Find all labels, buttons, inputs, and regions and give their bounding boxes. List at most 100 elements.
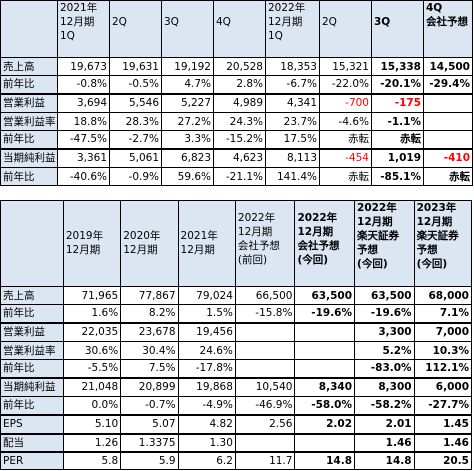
- row-label: 営業利益: [0, 92, 58, 113]
- table-cell: [234, 359, 296, 378]
- table-cell: 1.46: [354, 432, 415, 452]
- table2-body: 売上高 71,965 77,867 79,024 66,500 63,500 63,500 6…: [0, 286, 473, 470]
- table-cell: 66,500: [234, 286, 296, 305]
- table-cell: 19,868: [177, 376, 236, 397]
- table-row: 前年比 -40.6% -0.9% 59.6% -21.1% 141.4% 赤転 -85.1% 赤…: [0, 167, 473, 186]
- table-cell: 1.5%: [177, 304, 236, 323]
- table2-header-2022-company-prev: 2022年 12月期 会社予想 (前回): [234, 200, 296, 287]
- table1-header-corner: [0, 0, 58, 58]
- table-cell: 3,694: [57, 92, 110, 113]
- table1-body: 売上高 19,673 19,631 19,192 20,528 18,353 15,321 1…: [0, 57, 473, 186]
- table-cell: -58.2%: [354, 396, 415, 415]
- table-cell: 14.8: [354, 450, 415, 470]
- table-cell: -29.4%: [423, 75, 473, 94]
- table-cell: 0.0%: [62, 396, 122, 415]
- table-cell: 6,000: [413, 376, 473, 397]
- table-cell: -22.0%: [319, 75, 372, 94]
- table-cell: [294, 432, 356, 452]
- table-cell: 3.3%: [161, 130, 214, 149]
- table-cell: -83.0%: [354, 359, 415, 378]
- table-row: EPS 5.10 5.07 4.82 2.56 2.02 2.01 1.45: [0, 413, 473, 434]
- table-cell: 24.6%: [177, 341, 236, 360]
- table-cell: -58.0%: [294, 396, 356, 415]
- table-row: 前年比 -0.8% -0.5% 4.7% 2.8% -6.7% -22.0% -20.1% -2…: [0, 75, 473, 94]
- table-row: 前年比 0.0% -0.7% -4.9% -46.9% -58.0% -58.2% -27.7…: [0, 396, 473, 415]
- table-cell: 23,678: [120, 321, 179, 342]
- table-cell: 112.1%: [413, 359, 473, 378]
- table2-header-corner: [0, 200, 64, 287]
- table1-header-2022-4q-forecast: 4Q 会社予想: [423, 0, 473, 58]
- annual-results-table: 2019年 12月期 2020年 12月期 2021年 12月期 2022年 12月期会…: [0, 200, 473, 470]
- table-cell: 赤転: [371, 130, 424, 149]
- table-row: 配当 1.26 1.3375 1.30 1.46 1.46: [0, 432, 473, 452]
- table-cell: 10.3%: [413, 341, 473, 360]
- row-label: 営業利益率: [0, 112, 58, 131]
- table-cell: 7.5%: [120, 359, 179, 378]
- row-label: 当期純利益: [0, 147, 58, 168]
- table-cell: 5.2%: [354, 341, 415, 360]
- table-cell: 15,338: [371, 57, 424, 76]
- table-cell: [234, 432, 296, 452]
- table1-header-2022-1q: 2022年 12月期 1Q: [265, 0, 320, 58]
- row-label: 営業利益: [0, 321, 64, 342]
- row-label: 当期純利益: [0, 376, 64, 397]
- table-cell: 19,456: [177, 321, 236, 342]
- table-cell: 63,500: [354, 286, 415, 305]
- table-cell: 5,227: [161, 92, 214, 113]
- table-row: 営業利益 22,035 23,678 19,456 3,300 7,000: [0, 321, 473, 342]
- table-cell: 63,500: [294, 286, 356, 305]
- table-cell: -46.9%: [234, 396, 296, 415]
- table-cell: 1.26: [62, 432, 122, 452]
- table2-header-2021: 2021年 12月期: [177, 200, 236, 287]
- table-cell: -15.2%: [213, 130, 266, 149]
- table-cell: 2.8%: [213, 75, 266, 94]
- row-label: 前年比: [0, 130, 58, 149]
- table-cell: -4.6%: [319, 112, 372, 131]
- table-cell: 30.4%: [120, 341, 179, 360]
- table-cell: 18.8%: [57, 112, 110, 131]
- table-cell: -700: [319, 92, 372, 113]
- table2-header-2023-rakuten: 2023年 12月期 楽天証券 予想 (今回): [413, 200, 473, 287]
- table-row: 営業利益率 18.8% 28.3% 27.2% 24.3% 23.7% -4.6% -1.1%: [0, 112, 473, 131]
- table-cell: 1.46: [413, 432, 473, 452]
- table-cell: 5.10: [62, 413, 122, 434]
- table-cell: -20.1%: [371, 75, 424, 94]
- row-label: 売上高: [0, 57, 58, 76]
- table-cell: [423, 112, 473, 131]
- table-cell: -175: [371, 92, 424, 113]
- table-cell: 8,300: [354, 376, 415, 397]
- table-row: 営業利益率 30.6% 30.4% 24.6% 5.2% 10.3%: [0, 341, 473, 360]
- row-label: 前年比: [0, 396, 64, 415]
- table-cell: 7,000: [413, 321, 473, 342]
- table-cell: -0.5%: [109, 75, 162, 94]
- table-cell: 14,500: [423, 57, 473, 76]
- table-cell: [423, 130, 473, 149]
- table-row: 売上高 19,673 19,631 19,192 20,528 18,353 15,321 1…: [0, 57, 473, 76]
- table-cell: 23.7%: [265, 112, 320, 131]
- table-row: 前年比 -47.5% -2.7% 3.3% -15.2% 17.5% 赤転 赤転: [0, 130, 473, 149]
- table-cell: 8,340: [294, 376, 356, 397]
- table-cell: 5.9: [120, 450, 179, 470]
- table-cell: 5.8: [62, 450, 122, 470]
- row-label: 前年比: [0, 359, 64, 378]
- table-row: 営業利益 3,694 5,546 5,227 4,989 4,341 -700 -175: [0, 92, 473, 113]
- table-cell: [294, 341, 356, 360]
- row-label: 前年比: [0, 167, 58, 186]
- table-cell: [423, 92, 473, 113]
- table1-header-2022-2q: 2Q: [319, 0, 372, 58]
- table-cell: 27.2%: [161, 112, 214, 131]
- table-cell: 79,024: [177, 286, 236, 305]
- table-cell: 赤転: [423, 167, 473, 186]
- table-cell: [234, 341, 296, 360]
- table-cell: 17.5%: [265, 130, 320, 149]
- table-cell: 20,528: [213, 57, 266, 76]
- table2-header-2019: 2019年 12月期: [62, 200, 122, 287]
- table-cell: -85.1%: [371, 167, 424, 186]
- table-cell: -6.7%: [265, 75, 320, 94]
- table1-header-row: 2021年 12月期 1Q 2Q 3Q 4Q 2022年 12月期 1Q 2Q 3Q 4…: [0, 0, 473, 58]
- table1-header-2021-3q: 3Q: [161, 0, 214, 58]
- table-cell: 7.1%: [413, 304, 473, 323]
- table2-header-2020: 2020年 12月期: [120, 200, 179, 287]
- table-cell: 10,540: [234, 376, 296, 397]
- table1-header-2022-3q: 3Q: [371, 0, 424, 58]
